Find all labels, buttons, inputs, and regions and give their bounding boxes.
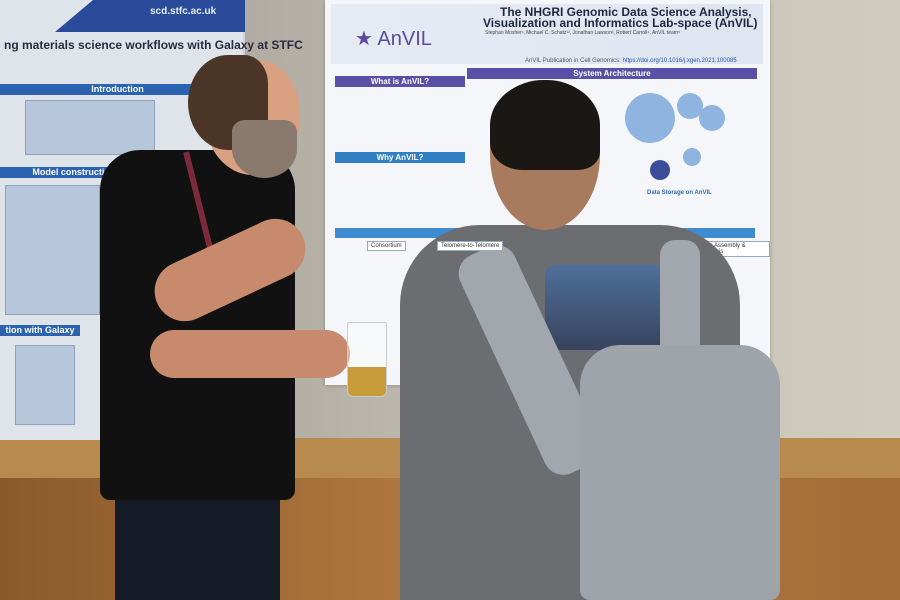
- label-telomere: Telomere-to-Telomere: [437, 241, 504, 251]
- grey-backpack: [580, 345, 780, 600]
- section-model: Model construction in vEPAC: [0, 167, 190, 178]
- man-beard: [232, 120, 297, 178]
- poster-url: scd.stfc.ac.uk: [150, 6, 217, 17]
- bubble: [699, 105, 725, 131]
- section-what: What is AnVIL?: [335, 76, 465, 87]
- section-system: System Architecture: [467, 68, 757, 79]
- publication-link: https://doi.org/10.1016/j.xgen.2021.1000…: [622, 58, 737, 64]
- poster-anvil: ★ AnVIL The NHGRI Genomic Data Science A…: [325, 0, 770, 385]
- bubble: [625, 93, 675, 143]
- diagram-block: [15, 345, 75, 425]
- label-consortium: Consortium: [367, 241, 406, 251]
- section-introduction: Introduction: [0, 84, 235, 95]
- bubble: [677, 93, 703, 119]
- poster-title-line1: The NHGRI Genomic Data Science Analysis,: [500, 5, 752, 19]
- bubble: [650, 160, 670, 180]
- man-trousers: [115, 490, 280, 600]
- bubble: [683, 148, 701, 166]
- section-storage: Data Storage on AnVIL: [647, 190, 712, 196]
- poster-header: [331, 4, 763, 64]
- section-galaxy: tion with Galaxy: [0, 325, 80, 336]
- anvil-logo: ★ AnVIL: [355, 28, 432, 50]
- logo-text: AnVIL: [377, 28, 432, 50]
- publication: AnVIL Publication in Cell Genomics: http…: [525, 58, 737, 64]
- listener-hair: [490, 80, 600, 170]
- poster-title-line2: Visualization and Informatics Lab-space …: [483, 16, 758, 30]
- diagram-block: [5, 185, 100, 315]
- poster-authors: Stephan Mosher¹, Michael C. Schatz¹², Jo…: [485, 30, 680, 36]
- diagram-block: [25, 100, 155, 155]
- shirt-print: [545, 265, 665, 350]
- poster-title: ng materials science workflows with Gala…: [4, 38, 303, 52]
- publication-label: AnVIL Publication in Cell Genomics:: [525, 58, 621, 64]
- section-why: Why AnVIL?: [335, 152, 465, 163]
- plastic-cup: [347, 322, 387, 397]
- man-arm-holding-cup: [150, 330, 350, 378]
